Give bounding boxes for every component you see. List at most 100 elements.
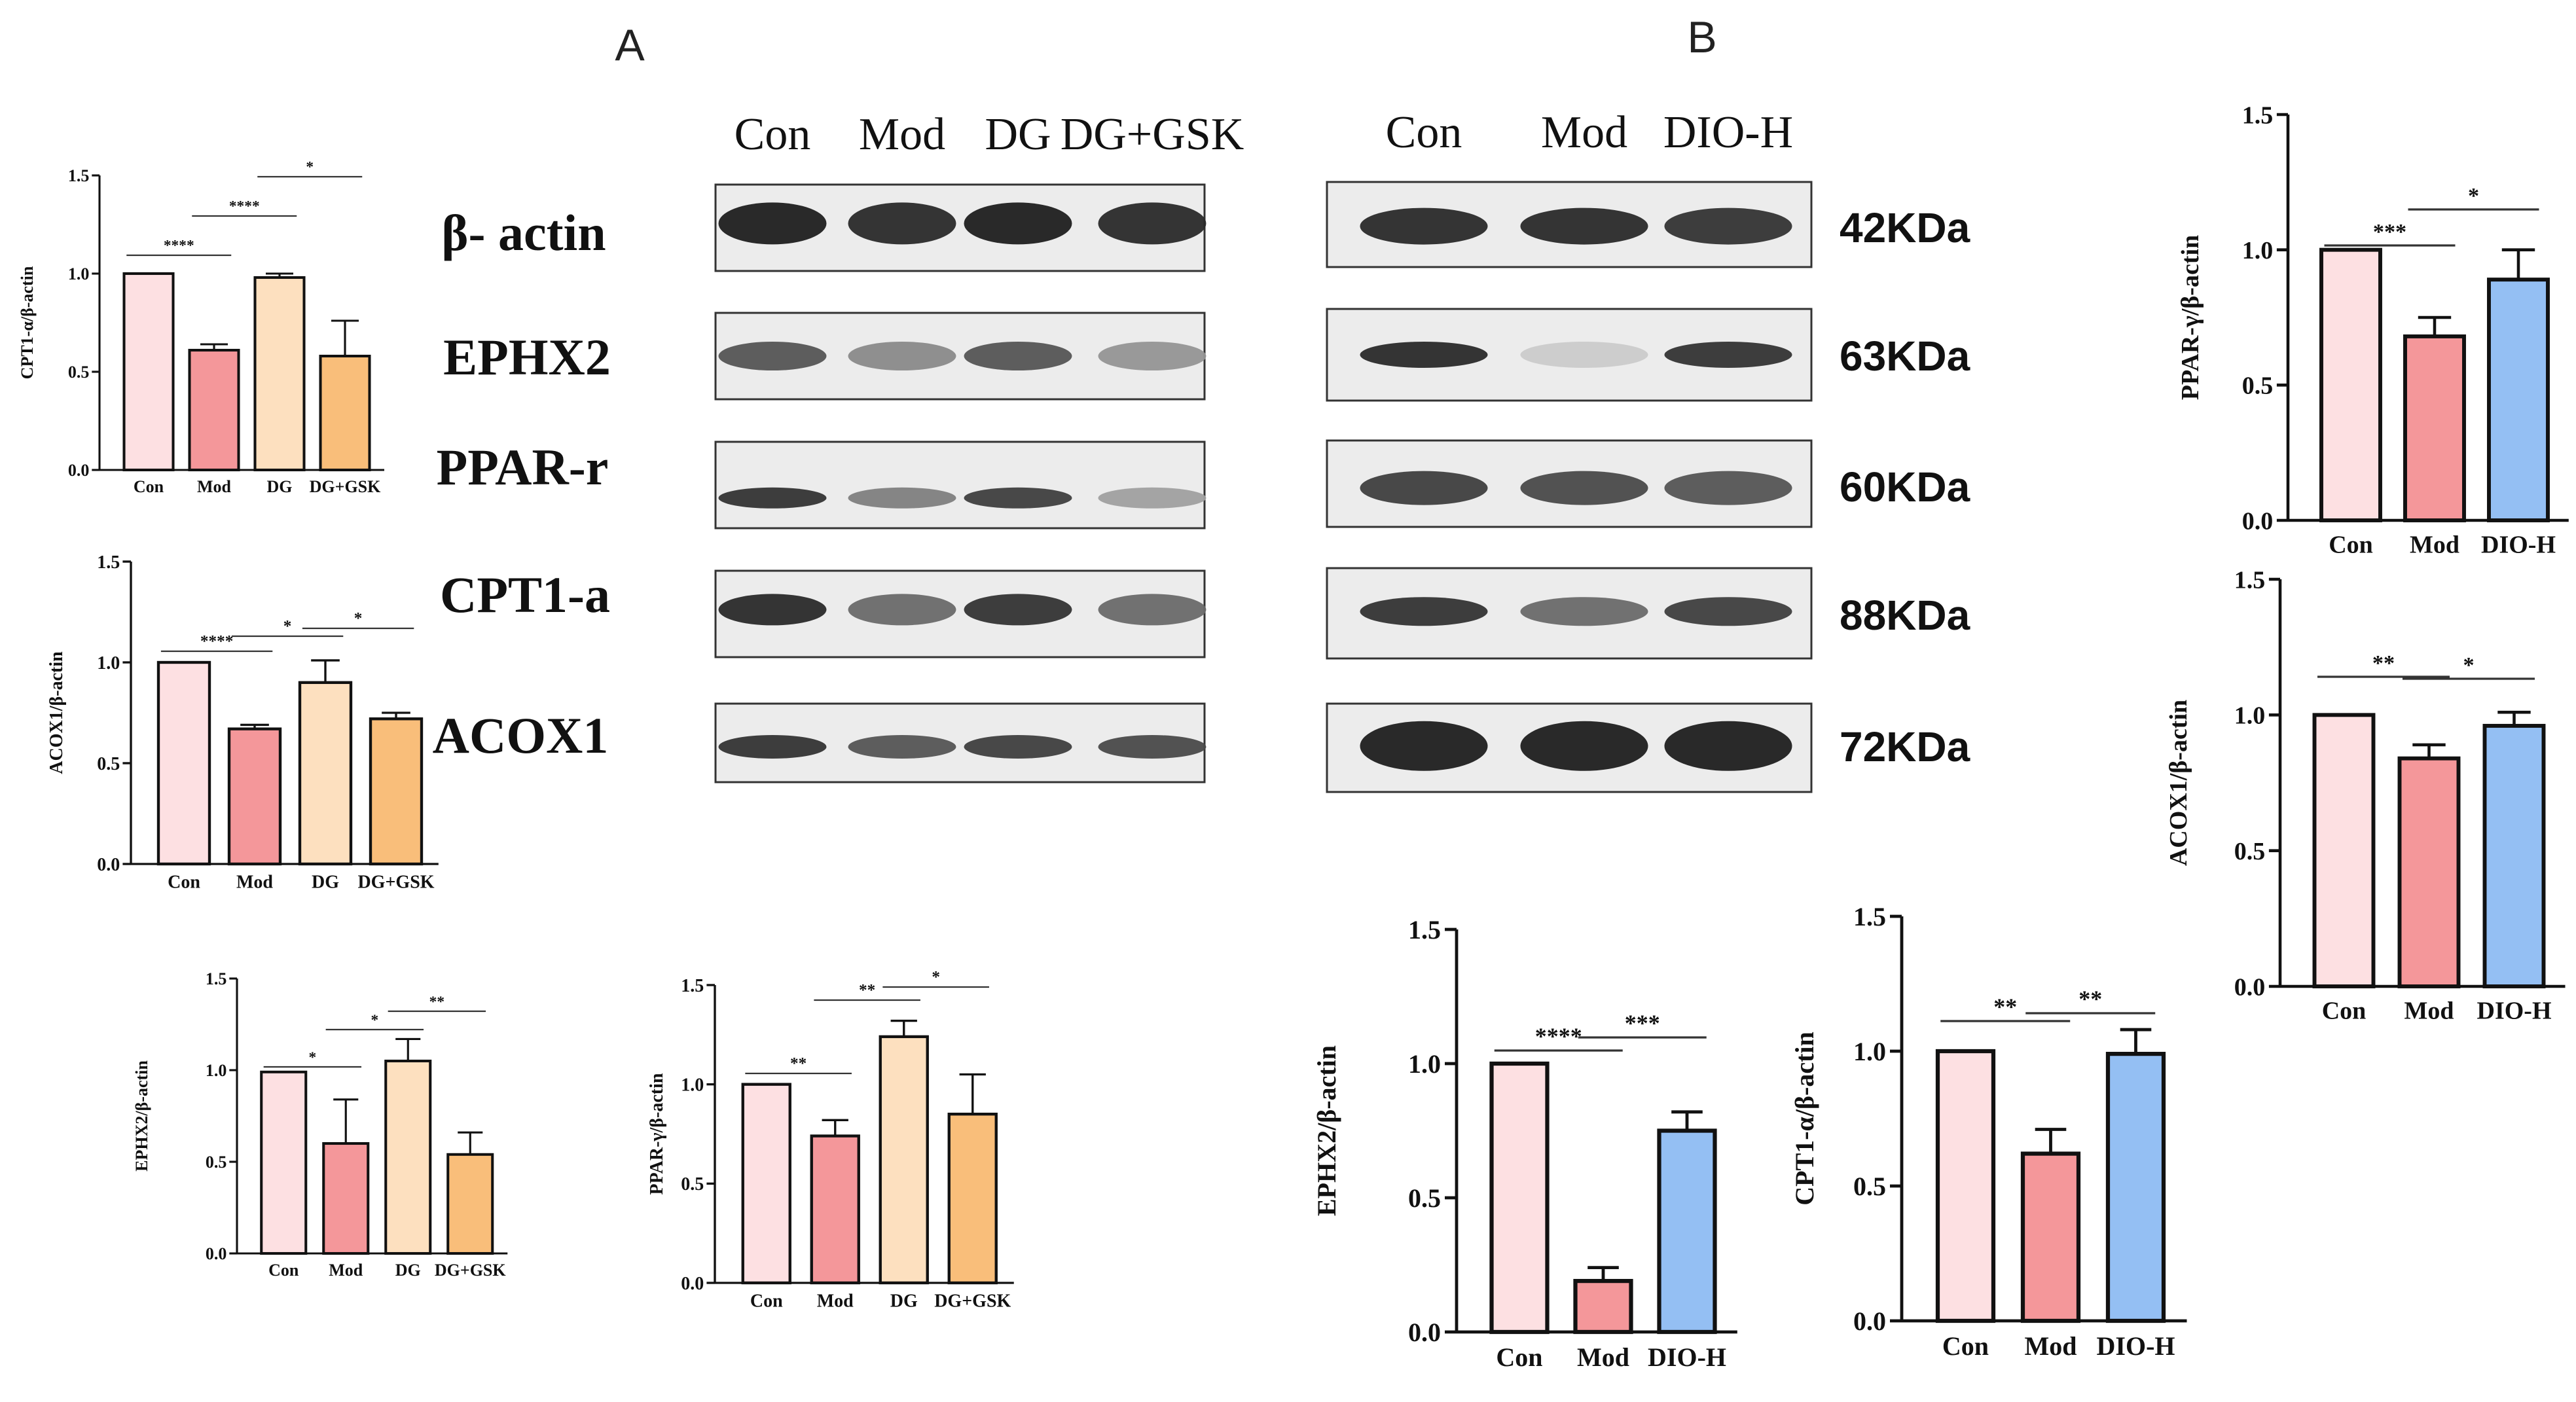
significance-label: **** [200, 632, 233, 650]
bar-dio-h [1657, 1128, 1717, 1335]
x-tick-label: Mod [2404, 997, 2454, 1024]
bar-mod [227, 727, 282, 866]
blot-a-band [718, 594, 827, 626]
y-tick-label: 1.5 [681, 976, 704, 996]
bar-mod [188, 348, 240, 472]
significance-label: * [2468, 184, 2479, 208]
y-tick-label: 0.0 [1408, 1318, 1441, 1347]
y-tick-label: 1.5 [2234, 566, 2266, 594]
y-tick-label: 0.5 [1853, 1172, 1886, 1201]
y-tick-label: 1.0 [206, 1061, 227, 1080]
significance-label: *** [2373, 220, 2406, 244]
blot-a-band [718, 202, 827, 245]
bar-dg [298, 681, 353, 866]
x-tick-label: DG [890, 1291, 918, 1311]
bar-dio-h [2105, 1051, 2166, 1323]
blot-b-band [1664, 721, 1792, 771]
blot-a-band [1098, 487, 1206, 509]
blot-b-band [1360, 207, 1488, 245]
chart-1: 0.0 0.5 1.0 1.5 CPT1-α/β-actin Con Mod DG DG+GSK… [18, 158, 384, 496]
x-tick-label: Con [1942, 1331, 1989, 1361]
blot-b-band [1520, 721, 1648, 771]
blot-a-band [718, 342, 827, 370]
x-tick-label: Mod [197, 477, 232, 496]
significance-label: *** [1625, 1010, 1660, 1036]
x-tick-label: Con [134, 477, 164, 496]
bar-mod [322, 1141, 370, 1255]
significance-label: ** [429, 994, 444, 1011]
significance-label: * [2463, 653, 2474, 677]
y-tick-label: 1.5 [1853, 902, 1886, 931]
y-axis-label: ACOX1/β-actin [46, 651, 67, 774]
protein-label: CPT1-a [440, 566, 610, 623]
bar-dg-gsk [319, 354, 371, 472]
x-tick-label: DG [267, 477, 293, 496]
blot-a-band [1098, 342, 1206, 370]
y-tick-label: 0.0 [681, 1274, 704, 1294]
blot-a-band [1098, 202, 1206, 245]
blot-b-band [1664, 597, 1792, 626]
y-tick-label: 1.0 [97, 653, 120, 674]
significance-label: * [354, 609, 363, 627]
y-tick-label: 0.0 [1853, 1306, 1886, 1336]
blot-b-band [1520, 342, 1648, 368]
significance-label: * [306, 158, 314, 175]
y-tick-label: 1.0 [2242, 237, 2274, 264]
protein-label: EPHX2 [443, 329, 611, 386]
y-tick-label: 1.0 [1853, 1037, 1886, 1066]
x-tick-label: Con [2322, 997, 2367, 1024]
y-tick-label: 1.0 [681, 1075, 704, 1095]
y-tick-label: 1.5 [2242, 101, 2274, 129]
y-tick-label: 0.0 [2242, 507, 2274, 535]
bar-mod [2020, 1151, 2081, 1323]
blot-a-band [848, 735, 956, 759]
blot-b-band [1520, 597, 1648, 626]
significance-label: ** [2372, 651, 2395, 675]
bar-mod [810, 1134, 860, 1285]
kda-label: 72KDa [1840, 723, 1970, 770]
significance-label: ** [790, 1054, 807, 1072]
x-tick-label: DIO-H [2481, 531, 2556, 558]
y-axis-label: CPT1-α/β-actin [1790, 1032, 1819, 1206]
significance-label: * [308, 1049, 316, 1066]
x-tick-label: Con [2329, 531, 2373, 558]
bar-dg-gsk [446, 1153, 494, 1255]
blot-b-band [1360, 342, 1488, 368]
y-tick-label: 1.5 [1408, 915, 1441, 944]
y-axis-label: PPAR-γ/β-actin [647, 1073, 667, 1195]
bar-dg [384, 1059, 432, 1255]
blot-a-band [848, 342, 956, 370]
chart-2: 0.0 0.5 1.0 1.5 ACOX1/β-actin Con Mod DG DG+GSK *… [46, 552, 439, 892]
protein-label: PPAR-r [437, 439, 609, 495]
y-tick-label: 0.5 [1408, 1183, 1441, 1213]
y-tick-label: 1.0 [68, 264, 90, 283]
bar-dio-h [2482, 723, 2546, 988]
blot-a-band [848, 594, 956, 626]
y-tick-label: 0.5 [206, 1153, 227, 1172]
y-tick-label: 1.5 [68, 166, 90, 185]
bar-dg-gsk [369, 717, 424, 866]
blot-a-band [964, 342, 1072, 370]
chart-8: 0.0 0.5 1.0 1.5 CPT1-α/β-actin Con Mod DIO-H ** *… [1790, 902, 2187, 1361]
panel-label-b: B [1687, 12, 1716, 62]
kda-label: 42KDa [1840, 204, 1970, 251]
blot-a-membrane [714, 440, 1206, 530]
bar-dg [253, 276, 306, 472]
x-tick-label: Con [1496, 1342, 1542, 1372]
blot-b-band [1360, 721, 1488, 771]
bar-mod [2397, 756, 2461, 988]
kda-label: 60KDa [1840, 463, 1970, 511]
significance-label: **** [164, 237, 194, 254]
blot-b-band [1664, 207, 1792, 245]
blot-a-band [964, 735, 1072, 759]
y-tick-label: 0.5 [97, 754, 120, 774]
chart-3: 0.0 0.5 1.0 1.5 EPHX2/β-actin Con Mod DG DG+GSK *… [132, 969, 508, 1280]
x-tick-label: Con [268, 1261, 299, 1280]
blot-a-band [964, 202, 1072, 245]
blot-a-lane-label: DG [985, 109, 1051, 160]
y-tick-label: 0.0 [206, 1244, 227, 1263]
y-tick-label: 0.0 [68, 461, 90, 480]
